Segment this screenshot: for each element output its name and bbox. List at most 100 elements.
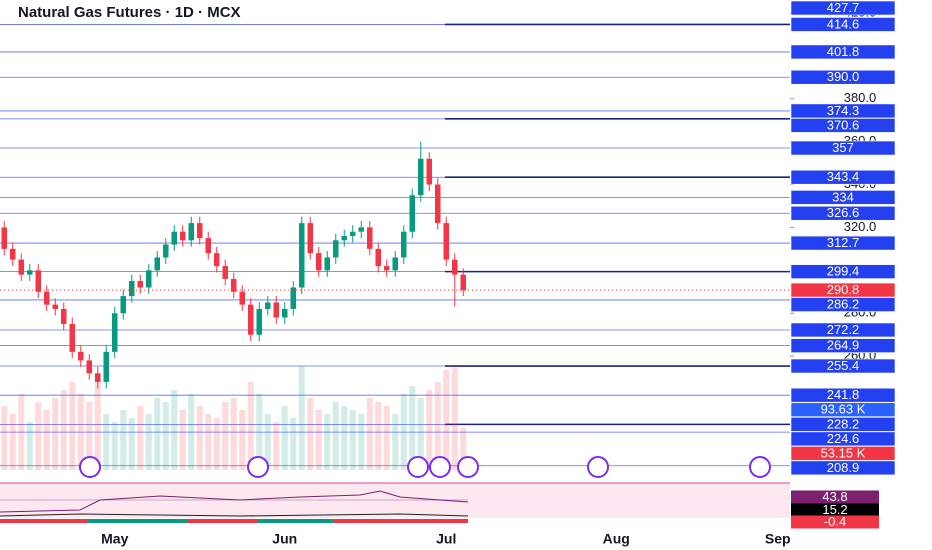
volume-bar [120,410,127,470]
volume-bar [298,366,305,470]
price-label: 53.15 K [821,445,866,460]
price-label: 93.63 K [821,402,866,417]
volume-bar [341,406,348,470]
candle-body [418,158,424,196]
volume-bar [18,394,25,470]
volume-bar [307,398,314,470]
event-icon[interactable] [457,456,479,478]
event-icon[interactable] [587,456,609,478]
candle-body [307,223,313,254]
candle-body [265,302,271,309]
candle-body [435,184,441,224]
candle-body [18,259,24,275]
price-label: 326.6 [827,205,860,220]
y-tick-label: 380.0 [844,90,877,105]
price-label: 255.4 [827,358,860,373]
volume-bar [400,394,407,470]
candle-body [341,236,347,241]
price-label: 224.6 [827,431,860,446]
volume-bar [366,398,373,470]
price-label: 401.8 [827,44,860,59]
indicator-label: -0.4 [824,514,846,529]
event-icon[interactable] [429,456,451,478]
candle-body [214,253,220,267]
candle-body [231,278,237,292]
price-label-box [790,17,896,32]
price-label-box [790,358,896,374]
price-label: 343.4 [827,169,860,184]
candle-body [452,259,458,275]
candle-body [86,360,92,374]
candle-body [154,257,160,271]
volume-bar [179,410,186,470]
price-label-box [790,0,896,16]
volume-bar [392,414,399,470]
event-icon[interactable] [247,456,269,478]
volume-bar [128,418,135,470]
volume-bar [230,398,237,470]
candle-body [248,304,254,335]
event-icon[interactable] [79,456,101,478]
candle-body [205,238,211,254]
candle-body [188,223,194,241]
volume-bar [43,410,50,470]
volume-bar [69,382,76,470]
candle-body [290,287,296,309]
indicator-strip [88,519,188,523]
volume-bar [375,402,382,470]
candle-body [95,373,101,382]
candle-body [171,231,177,245]
volume-bar [154,398,161,470]
price-label-box [790,460,896,476]
volume-bar [417,398,424,470]
price-label-box [790,190,896,205]
candle-body [426,158,432,185]
y-tick-label: 320.0 [844,219,877,234]
price-label: 370.6 [827,117,860,132]
price-label-box [790,338,896,353]
volume-bar [77,394,84,470]
volume-bar [247,382,254,470]
price-label-box [790,264,896,279]
price-label: 241.8 [827,387,860,402]
volume-bar [426,390,433,470]
volume-bar [26,422,33,470]
volume-bar [60,390,67,470]
x-tick-label: Jul [436,531,456,547]
price-label: 228.2 [827,416,860,431]
event-icon[interactable] [749,456,771,478]
volume-bar [443,370,450,470]
event-icon[interactable] [407,456,429,478]
volume-bar [1,406,8,470]
price-label: 334 [832,189,854,204]
price-label-box [790,431,896,447]
price-label: 390.0 [827,69,860,84]
candle-body [44,291,50,305]
candle-body [443,223,449,260]
candle-body [27,270,33,275]
price-label: 414.6 [827,16,860,31]
candle-body [282,308,288,318]
candle-body [299,223,305,288]
x-tick-label: Sep [765,531,791,547]
volume-bar [256,394,263,470]
price-label-box [790,205,896,221]
price-label-box [790,103,896,119]
candle-body [103,351,109,382]
volume-bar [52,398,59,470]
price-label: 272.2 [827,322,860,337]
candle-body [222,266,228,279]
price-label-box [790,169,896,185]
volume-bar [196,406,203,470]
candle-body [401,231,407,258]
price-label: 264.9 [827,338,860,353]
volume-bar [9,414,16,470]
chart-title: Natural Gas Futures · 1D · MCX [18,4,241,21]
candle-body [129,281,135,297]
candle-body [392,257,398,271]
volume-bar [188,394,195,470]
price-label: 208.9 [827,460,860,475]
price-label-box [790,235,896,251]
volume-bar [222,402,229,470]
candle-body [256,308,262,335]
